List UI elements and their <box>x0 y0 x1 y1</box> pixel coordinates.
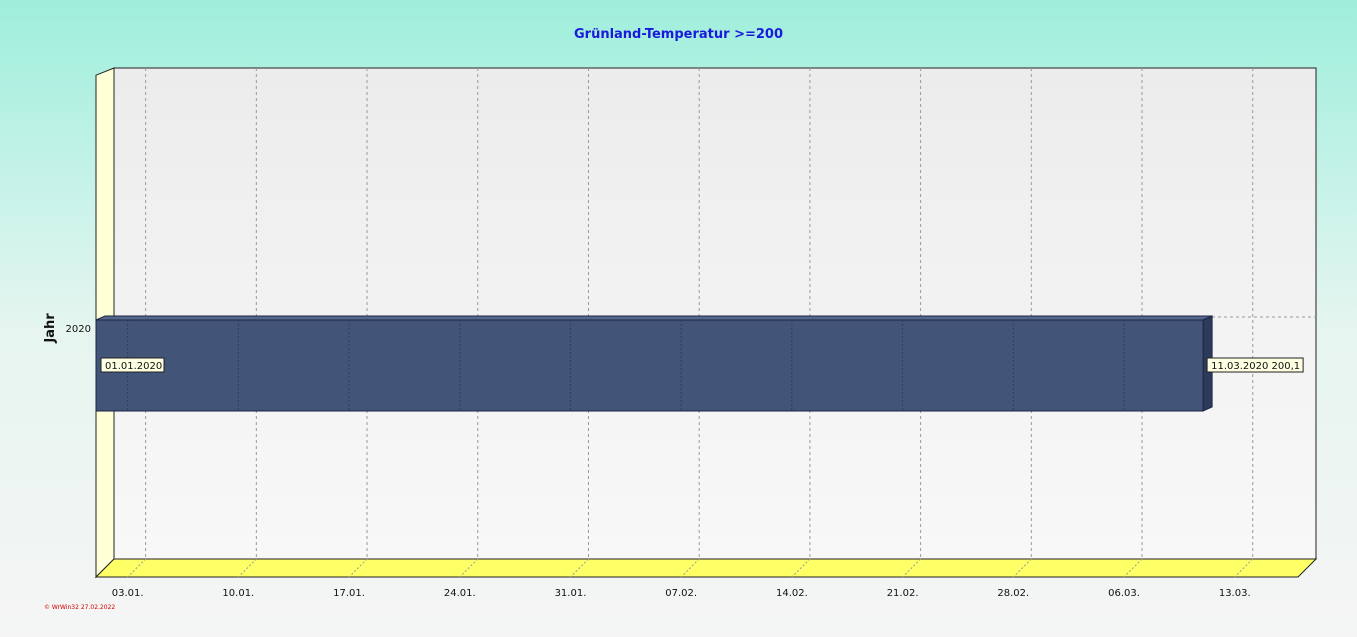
x-tick-label: 03.01. <box>112 588 144 599</box>
grid-line-floor <box>570 558 589 578</box>
grid-line-floor <box>127 558 146 578</box>
grid-line-floor <box>237 558 257 578</box>
grid-line-floor <box>791 558 811 578</box>
x-tick-label: 31.01. <box>555 588 587 599</box>
y-axis-label: Jahr <box>43 313 58 344</box>
x-tick-label: 07.02. <box>665 588 697 599</box>
floor <box>94 558 1318 578</box>
x-tick-label: 21.02. <box>887 588 919 599</box>
grid-line-floor <box>680 558 700 578</box>
bar-2020 <box>95 319 1204 412</box>
x-tick-label: 17.01. <box>333 588 365 599</box>
watermark: © WrWin32 27.02.2022 <box>44 604 116 611</box>
grid-line-floor <box>1234 558 1254 578</box>
x-tick-label: 13.03. <box>1219 588 1251 599</box>
grid-line-floor <box>902 558 921 578</box>
grid-line-floor <box>348 558 368 578</box>
chart-title: Grünland-Temperatur >=200 <box>573 27 783 42</box>
start-label-box <box>100 357 165 373</box>
x-tick-label: 24.01. <box>444 588 476 599</box>
y-tick-label: 2020 <box>66 324 91 335</box>
bar-top-face <box>95 315 1213 321</box>
back-wall <box>113 67 1317 560</box>
x-tick-label: 28.02. <box>997 588 1029 599</box>
grid-line-floor <box>1012 558 1032 578</box>
x-tick-label: 06.03. <box>1108 588 1140 599</box>
end-date-label: 11.03.2020 200,1 <box>1211 361 1300 372</box>
x-tick-label: 10.01. <box>222 588 254 599</box>
grid-line-floor <box>1123 558 1143 578</box>
x-tick-label: 14.02. <box>776 588 808 599</box>
end-label-box <box>1206 357 1304 373</box>
grid-line-floor <box>459 558 479 578</box>
start-date-label: 01.01.2020 <box>105 361 162 372</box>
